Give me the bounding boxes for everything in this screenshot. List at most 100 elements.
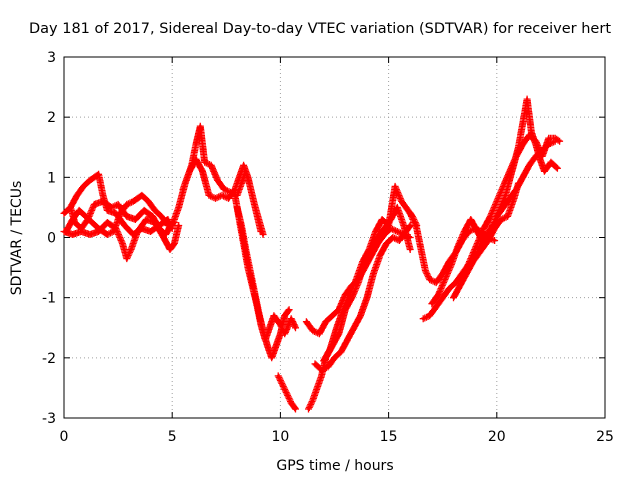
data-point: [553, 139, 557, 143]
data-point: [123, 224, 126, 227]
data-point: [534, 139, 538, 143]
data-point: [488, 230, 492, 233]
data-point: [385, 242, 388, 245]
data-point: [253, 290, 256, 294]
data-point: [257, 311, 261, 315]
data-point: [261, 233, 265, 236]
data-point: [248, 269, 252, 272]
data-point: [253, 203, 256, 206]
data-points: [60, 95, 564, 413]
data-point: [157, 227, 161, 230]
data-point: [508, 169, 512, 173]
x-axis-label: GPS time / hours: [276, 458, 393, 474]
data-point: [359, 314, 362, 318]
data-point: [64, 230, 68, 233]
data-point: [149, 230, 152, 233]
data-point: [255, 212, 258, 215]
data-point: [62, 230, 66, 233]
data-point: [144, 218, 148, 221]
data-point: [153, 209, 157, 212]
data-point: [363, 260, 367, 263]
data-point: [330, 314, 334, 318]
data-point: [233, 193, 237, 197]
data-point: [170, 221, 174, 224]
data-point: [112, 230, 116, 233]
data-point: [530, 130, 533, 134]
data-point: [131, 200, 135, 203]
data-point: [365, 296, 369, 300]
data-point: [194, 157, 198, 161]
data-point: [501, 206, 505, 209]
data-point: [447, 287, 451, 291]
data-point: [268, 326, 271, 330]
data-point: [168, 248, 172, 251]
data-point: [452, 296, 455, 300]
data-point: [71, 218, 75, 221]
data-point: [543, 169, 546, 173]
data-point: [203, 160, 207, 164]
grid-lines: [64, 57, 605, 418]
data-point: [222, 187, 226, 191]
data-point: [376, 242, 380, 245]
data-point: [430, 302, 434, 306]
data-point: [343, 293, 347, 297]
data-point: [105, 233, 109, 236]
chart-title: Day 181 of 2017, Sidereal Day-to-day VTE…: [29, 21, 611, 37]
data-point: [462, 230, 466, 233]
data-point: [172, 242, 176, 245]
data-point: [521, 175, 525, 179]
data-point: [402, 233, 406, 236]
data-point: [547, 136, 551, 140]
data-point: [415, 224, 419, 227]
data-point: [88, 233, 92, 236]
data-point: [469, 257, 473, 260]
data-point: [475, 242, 479, 245]
data-point: [350, 296, 354, 300]
data-point: [372, 272, 375, 275]
data-point: [391, 236, 395, 239]
data-point: [419, 248, 423, 251]
data-point: [134, 218, 137, 221]
data-point: [324, 356, 328, 360]
x-tick-label: 15: [380, 429, 398, 445]
data-point: [235, 206, 239, 209]
data-point: [315, 386, 319, 390]
data-point: [495, 215, 499, 218]
data-point: [289, 401, 293, 405]
data-point: [441, 272, 445, 275]
data-point: [146, 200, 150, 203]
data-point: [92, 203, 96, 206]
data-point: [274, 344, 278, 348]
data-point: [395, 230, 399, 233]
data-point: [240, 224, 243, 227]
data-point: [527, 163, 531, 167]
data-point: [105, 209, 109, 212]
x-tick-label: 25: [596, 429, 614, 445]
data-point: [177, 206, 181, 209]
x-tick-label: 0: [60, 429, 69, 445]
data-point: [140, 193, 144, 197]
data-point: [473, 227, 477, 230]
data-point: [514, 154, 518, 158]
data-point: [495, 200, 499, 203]
data-point: [101, 193, 105, 197]
data-point: [408, 224, 412, 227]
data-point: [402, 224, 406, 227]
data-point: [244, 169, 248, 173]
data-point: [279, 323, 282, 327]
data-point: [454, 281, 458, 285]
data-point: [404, 230, 408, 233]
y-tick-label: 3: [47, 50, 56, 66]
data-point: [486, 239, 490, 242]
data-point: [237, 218, 241, 221]
data-point: [129, 248, 133, 251]
data-point: [352, 326, 356, 330]
data-point: [547, 142, 551, 146]
data-point: [540, 154, 544, 158]
data-point: [248, 184, 252, 188]
data-point: [506, 215, 510, 218]
y-tick-label: -3: [42, 411, 56, 427]
data-point: [411, 215, 414, 218]
data-point: [142, 209, 146, 212]
